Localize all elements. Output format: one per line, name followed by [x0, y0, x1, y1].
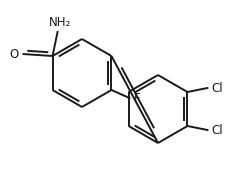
- Text: O: O: [9, 47, 18, 60]
- Text: Cl: Cl: [212, 123, 223, 136]
- Text: Cl: Cl: [212, 81, 223, 94]
- Text: F: F: [134, 92, 141, 104]
- Text: NH₂: NH₂: [49, 16, 71, 30]
